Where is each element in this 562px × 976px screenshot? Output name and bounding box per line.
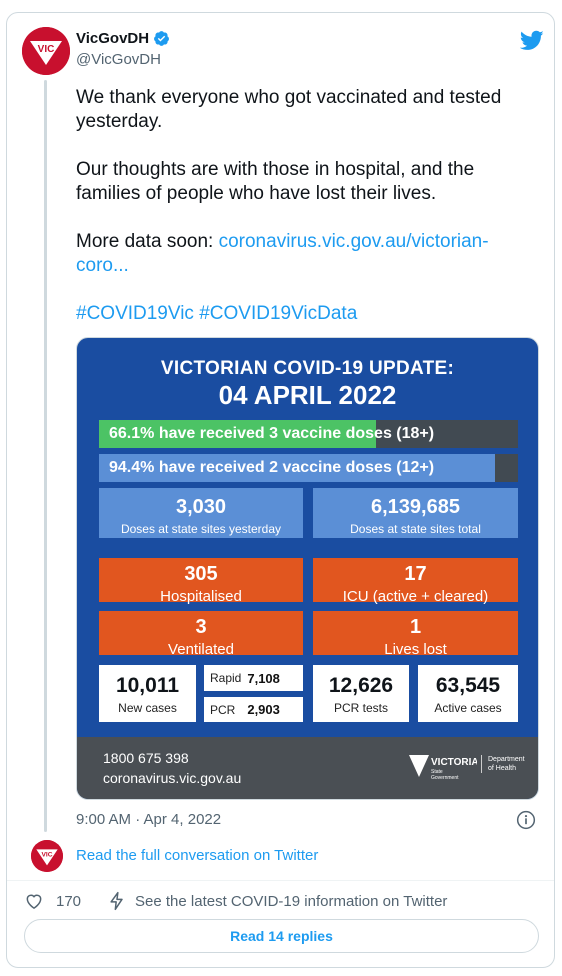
vaccine-bar-2-doses-fill xyxy=(99,454,495,482)
footer-phone: 1800 675 398 xyxy=(103,750,189,766)
active-cases-value: 63,545 xyxy=(435,674,501,697)
thread-line xyxy=(44,80,47,832)
lives-lost-value: 1 xyxy=(409,616,422,638)
svg-text:Government: Government xyxy=(431,775,459,781)
svg-text:VIC: VIC xyxy=(38,44,55,55)
dept-line-1: Department xyxy=(488,756,525,763)
conversation-avatar[interactable]: VIC xyxy=(31,840,63,872)
lives-lost-label: Lives lost xyxy=(384,641,447,658)
read-full-conversation-link[interactable]: Read the full conversation on Twitter xyxy=(76,847,319,864)
department-of-health-label: Department of Health xyxy=(481,755,525,773)
rapid-label: Rapid xyxy=(210,671,242,685)
infographic-image[interactable]: VICTORIAN COVID-19 UPDATE: 04 APRIL 2022… xyxy=(76,337,539,800)
icu-value: 17 xyxy=(404,563,427,585)
new-cases-value: 10,011 xyxy=(115,674,180,697)
pcr-tests-label: PCR tests xyxy=(333,701,388,715)
tweet-header: VicGovDH @VicGovDH xyxy=(76,30,170,68)
coronavirus-link[interactable]: coronavirus.vic.gov.au/victorian-coro... xyxy=(76,231,489,276)
infographic-title: VICTORIAN COVID-19 UPDATE: xyxy=(160,358,455,379)
pcr-label: PCR xyxy=(210,702,236,717)
svg-text:VIC: VIC xyxy=(41,852,52,859)
more-data-label: More data soon: xyxy=(76,231,219,252)
doses-yesterday-label: Doses at state sites yesterday xyxy=(120,522,282,536)
infographic-footer: 1800 675 398 coronavirus.vic.gov.au VICT… xyxy=(77,737,538,799)
active-cases-label: Active cases xyxy=(434,701,502,715)
author-handle[interactable]: @VicGovDH xyxy=(76,51,161,68)
dept-line-2: of Health xyxy=(488,765,517,772)
vaccine-bar-2-doses-label: 94.4% have received 2 vaccine doses (12+… xyxy=(109,459,435,476)
pcr-value: 2,903 xyxy=(247,702,280,717)
lives-lost-tile: 1 Lives lost xyxy=(313,611,518,658)
new-cases-tile: 10,011 New cases xyxy=(99,665,196,722)
tweet-line-thanks: We thank everyone who got vaccinated and… xyxy=(76,87,502,132)
infographic-date: 04 APRIL 2022 xyxy=(218,380,397,410)
doses-yesterday-value: 3,030 xyxy=(175,496,227,518)
tweet-timestamp[interactable]: 9:00 AM · Apr 4, 2022 xyxy=(76,811,222,828)
ventilated-value: 3 xyxy=(195,616,207,638)
read-replies-button[interactable]: Read 14 replies xyxy=(24,919,539,953)
active-cases-tile: 63,545 Active cases xyxy=(418,665,518,722)
author-avatar[interactable]: VIC xyxy=(22,27,70,75)
pcr-tests-value: 12,626 xyxy=(328,674,394,697)
tweet-line-thoughts: Our thoughts are with those in hospital,… xyxy=(76,159,475,204)
icu-tile: 17 ICU (active + cleared) xyxy=(313,558,518,605)
vaccine-bar-3-doses-fill xyxy=(99,420,376,448)
lightning-icon[interactable] xyxy=(107,891,127,911)
svg-text:State: State xyxy=(431,769,443,775)
svg-text:VICTORIA: VICTORIA xyxy=(431,757,477,768)
like-count[interactable]: 170 xyxy=(56,892,82,910)
vaccine-bar-2-doses: 94.4% have received 2 vaccine doses (12+… xyxy=(99,454,518,482)
new-cases-label: New cases xyxy=(118,701,177,715)
vaccine-bar-3-doses-label: 66.1% have received 3 vaccine doses (18+… xyxy=(109,425,435,442)
covid-update-infographic: VICTORIAN COVID-19 UPDATE: 04 APRIL 2022… xyxy=(77,338,538,799)
divider xyxy=(7,880,554,881)
author-name[interactable]: VicGovDH xyxy=(76,30,150,47)
hashtags[interactable]: #COVID19Vic #COVID19VicData xyxy=(76,303,358,324)
rapid-value: 7,108 xyxy=(247,670,280,686)
hospitalised-value: 305 xyxy=(184,563,218,585)
vic-logo-small-icon: VIC xyxy=(31,840,63,872)
doses-total-tile: 6,139,685 Doses at state sites total xyxy=(313,488,518,538)
ventilated-label: Ventilated xyxy=(168,641,234,658)
hospitalised-tile: 305 Hospitalised xyxy=(99,558,303,605)
icu-label: ICU (active + cleared) xyxy=(342,588,489,605)
verified-badge-icon xyxy=(154,31,170,46)
twitter-bird-icon[interactable] xyxy=(520,28,544,52)
tweet-line-more-data: More data soon: coronavirus.vic.gov.au/v… xyxy=(76,230,528,278)
pcr-tests-mini-tile: PCR 2,903 xyxy=(204,697,303,722)
doses-yesterday-tile: 3,030 Doses at state sites yesterday xyxy=(99,488,303,538)
tweet-text: We thank everyone who got vaccinated and… xyxy=(76,86,528,326)
info-icon[interactable] xyxy=(516,810,536,830)
rapid-tests-tile: Rapid 7,108 xyxy=(204,665,303,691)
hospitalised-label: Hospitalised xyxy=(160,588,242,605)
vaccine-bar-3-doses: 66.1% have received 3 vaccine doses (18+… xyxy=(99,420,518,448)
heart-icon[interactable] xyxy=(24,891,44,911)
covid-info-link[interactable]: See the latest COVID-19 information on T… xyxy=(135,892,448,910)
doses-total-label: Doses at state sites total xyxy=(350,522,481,536)
ventilated-tile: 3 Ventilated xyxy=(99,611,303,658)
doses-total-value: 6,139,685 xyxy=(371,496,460,518)
footer-website: coronavirus.vic.gov.au xyxy=(103,770,242,786)
vic-logo-icon: VIC xyxy=(22,27,70,75)
victoria-state-government-logo: VICTORIA State Government xyxy=(409,755,477,781)
pcr-tests-tile: 12,626 PCR tests xyxy=(313,665,409,722)
tweet-actions: 170 See the latest COVID-19 information … xyxy=(24,890,447,912)
